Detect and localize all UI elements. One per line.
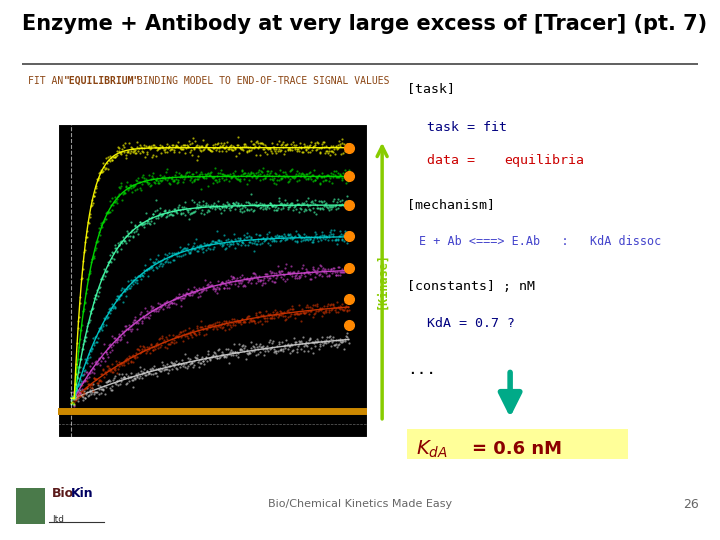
FancyBboxPatch shape (407, 429, 628, 470)
Text: data =: data = (428, 154, 483, 167)
Text: Enzyme + Antibody at very large excess of [Tracer] (pt. 7): Enzyme + Antibody at very large excess o… (22, 14, 707, 35)
Text: ...: ... (407, 362, 436, 377)
Text: BINDING MODEL TO END-OF-TRACE SIGNAL VALUES: BINDING MODEL TO END-OF-TRACE SIGNAL VAL… (130, 76, 389, 86)
Y-axis label: signal: signal (45, 263, 55, 299)
Text: equilibria: equilibria (504, 154, 584, 167)
Text: E + Ab <===> E.Ab   :   KdA dissoc: E + Ab <===> E.Ab : KdA dissoc (418, 235, 661, 248)
Text: Kin: Kin (71, 487, 93, 500)
Text: ltd: ltd (52, 515, 64, 524)
Text: $K_{dA}$: $K_{dA}$ (415, 438, 448, 460)
Text: [constants] ; nM: [constants] ; nM (407, 280, 535, 293)
Text: "EQUILIBRIUM": "EQUILIBRIUM" (64, 76, 140, 86)
Text: FIT AN: FIT AN (28, 76, 70, 86)
Text: = 0.6 nM: = 0.6 nM (472, 440, 562, 458)
Text: [task]: [task] (407, 82, 455, 95)
Text: 26: 26 (683, 498, 698, 511)
Text: Bio/Chemical Kinetics Made Easy: Bio/Chemical Kinetics Made Easy (268, 500, 452, 509)
Text: [mechanism]: [mechanism] (407, 199, 495, 212)
X-axis label: time: time (201, 455, 224, 465)
Text: task = fit: task = fit (428, 121, 508, 134)
Text: Bio: Bio (52, 487, 74, 500)
Text: KdA = 0.7 ?: KdA = 0.7 ? (428, 317, 516, 330)
Text: [Kinase]: [Kinase] (376, 252, 389, 309)
FancyBboxPatch shape (16, 488, 45, 524)
